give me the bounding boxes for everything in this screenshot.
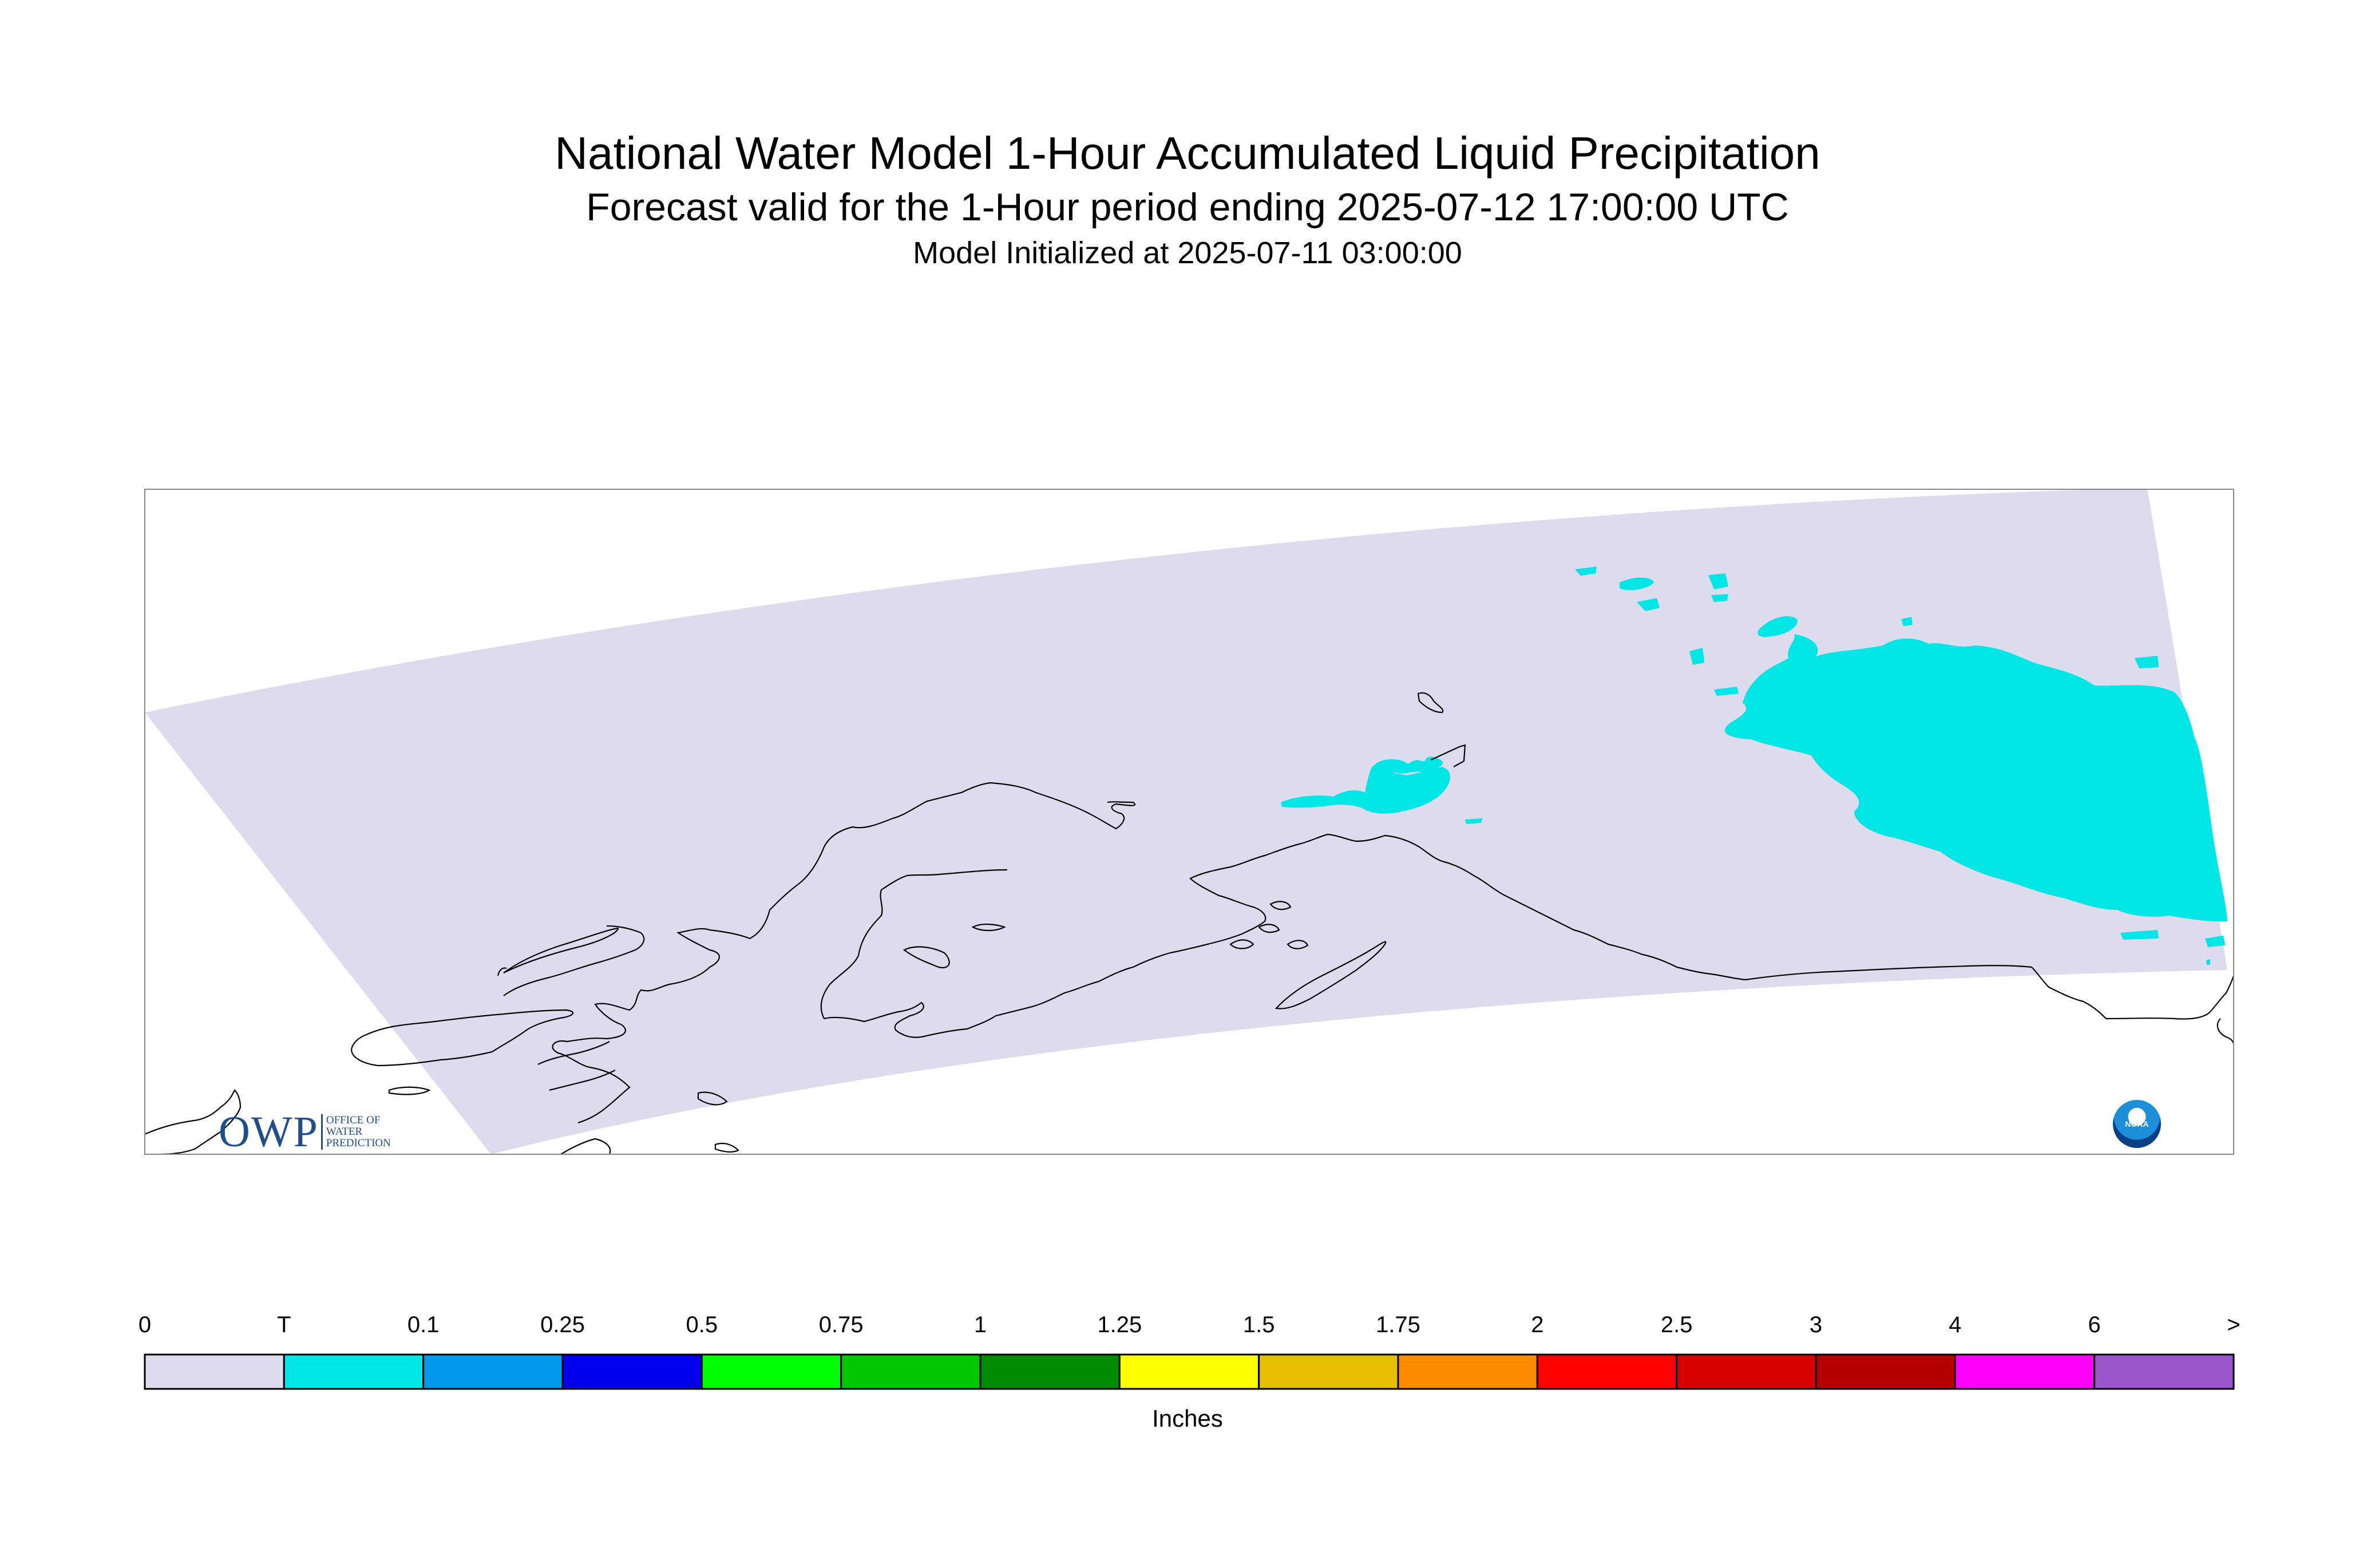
- coastline-kuskokwim: [503, 925, 645, 996]
- coastline-bristol: [549, 1070, 616, 1091]
- legend-tick-label: 4: [1949, 1312, 1962, 1337]
- legend-tick-label: 2: [1531, 1312, 1544, 1337]
- legend-tick-label: 1.25: [1097, 1312, 1142, 1337]
- legend-swatch: [840, 1353, 981, 1390]
- legend-colorbar: [144, 1353, 2235, 1390]
- legend-tick-label: 0.5: [686, 1312, 718, 1337]
- precip-area-small-3: [1637, 598, 1660, 611]
- coastline-kodiak: [1274, 941, 1387, 1009]
- legend-tick-label: 3: [1809, 1312, 1823, 1337]
- precip-area-peninsula: [1281, 766, 1451, 814]
- page-title: National Water Model 1-Hour Accumulated …: [555, 128, 1820, 179]
- model-initialized: Model Initialized at 2025-07-11 03:00:00: [913, 236, 1462, 270]
- coastline-bay-inner: [820, 869, 1008, 1019]
- coastline-lake-1: [971, 924, 1006, 932]
- coastline-mainland: [552, 782, 1136, 1124]
- coastlines: [145, 692, 2234, 1154]
- owp-logo-words: OFFICE OF WATER PREDICTION: [326, 1115, 391, 1149]
- coastline-sw-small: [714, 1142, 739, 1153]
- precip-area-large: [1724, 634, 2227, 922]
- precip-area-island: [1373, 757, 1443, 774]
- owp-logo-divider: [320, 1114, 323, 1150]
- legend-tick-label: 2.5: [1660, 1312, 1693, 1337]
- legend-swatch: [1397, 1353, 1538, 1390]
- precip-area-small-9: [2135, 656, 2159, 668]
- coastline-east-inlet: [2216, 1018, 2234, 1045]
- legend-tick-label: 0.75: [818, 1312, 864, 1337]
- coastline-delta: [537, 1041, 610, 1065]
- model-domain: [145, 489, 2227, 1154]
- precip-area-small-8: [1714, 687, 1739, 696]
- owp-logo-letters: OWP: [219, 1108, 319, 1156]
- coastline-lake-2: [902, 946, 950, 969]
- precip-area-small-6: [1901, 617, 1913, 626]
- coastline-islands-1: [1229, 939, 1254, 949]
- map-layers: [145, 489, 2234, 1154]
- owp-logo-line-2: WATER: [326, 1126, 363, 1138]
- coastline-island-north-2: [1430, 744, 1466, 767]
- legend-units: Inches: [1152, 1405, 1223, 1432]
- legend-tick-label: 6: [2088, 1312, 2101, 1337]
- noaa-logo: NOAA: [2113, 1100, 2161, 1148]
- precip-area-small-2: [1620, 577, 1654, 591]
- legend-swatch: [422, 1353, 564, 1390]
- precip-area-strip: [1465, 818, 1482, 824]
- precip-area-small-5: [1711, 594, 1728, 602]
- coastline-northwest-island: [497, 967, 507, 976]
- legend-tick-label: 0.1: [407, 1312, 440, 1337]
- precip-area-small-11: [2205, 936, 2225, 947]
- legend-swatch: [561, 1353, 703, 1390]
- precip-area-small-10: [2120, 930, 2159, 940]
- legend-tick-label: 0.25: [540, 1312, 585, 1337]
- precipitation-areas: [1281, 567, 2227, 965]
- coastline-islands-4: [1287, 940, 1309, 949]
- legend-swatch: [1954, 1353, 2096, 1390]
- coastline-st-lawrence: [388, 1086, 431, 1095]
- coastline-islands-2: [1258, 924, 1280, 933]
- coastline-far-west: [560, 1138, 611, 1154]
- legend-swatch: [1815, 1353, 1956, 1390]
- legend-tick-label: 1: [973, 1312, 987, 1337]
- coastline-peninsula-chain: [824, 933, 1242, 1038]
- precip-area-small-4: [1708, 573, 1728, 589]
- precip-area-small-1: [1575, 567, 1597, 576]
- forecast-validity: Forecast valid for the 1-Hour period end…: [586, 185, 1789, 229]
- legend-tick-label: 1.5: [1242, 1312, 1275, 1337]
- legend-swatch: [283, 1353, 425, 1390]
- legend-swatch: [1676, 1353, 1817, 1390]
- map-frame: [144, 489, 2234, 1155]
- legend-swatch: [1536, 1353, 1678, 1390]
- precip-area-small-12: [2206, 959, 2210, 965]
- owp-logo-line-1: OFFICE OF: [326, 1114, 381, 1126]
- legend-tick-label: 1.75: [1376, 1312, 1420, 1337]
- precip-area-north: [1758, 616, 1798, 638]
- coastline-islands-3: [1269, 901, 1292, 910]
- legend-swatch: [1258, 1353, 1399, 1390]
- coastline-southeast: [1745, 965, 2210, 1020]
- coastline-island-north-1: [1417, 692, 1444, 714]
- legend-swatch: [979, 1353, 1121, 1390]
- coastline-west-bottom: [145, 1089, 242, 1154]
- coastline-island-west: [503, 927, 619, 973]
- legend-swatch: [700, 1353, 842, 1390]
- legend-tick-label: 0: [138, 1312, 152, 1337]
- legend-tick-label: T: [277, 1312, 291, 1337]
- coastline-aleutian-left: [697, 1091, 728, 1106]
- coastline-east-edge: [2208, 975, 2234, 1013]
- coastline-south-coast: [1189, 833, 1746, 981]
- legend-swatch: [2093, 1353, 2235, 1390]
- owp-logo: OWP OFFICE OF WATER PREDICTION: [219, 1103, 391, 1161]
- coastline-west-mainland: [351, 1009, 574, 1067]
- legend-swatch: [1118, 1353, 1260, 1390]
- precip-area-small-7: [1689, 648, 1704, 665]
- legend-tick-label: >: [2227, 1312, 2241, 1337]
- legend-swatch: [144, 1353, 285, 1390]
- owp-logo-line-3: PREDICTION: [326, 1137, 391, 1149]
